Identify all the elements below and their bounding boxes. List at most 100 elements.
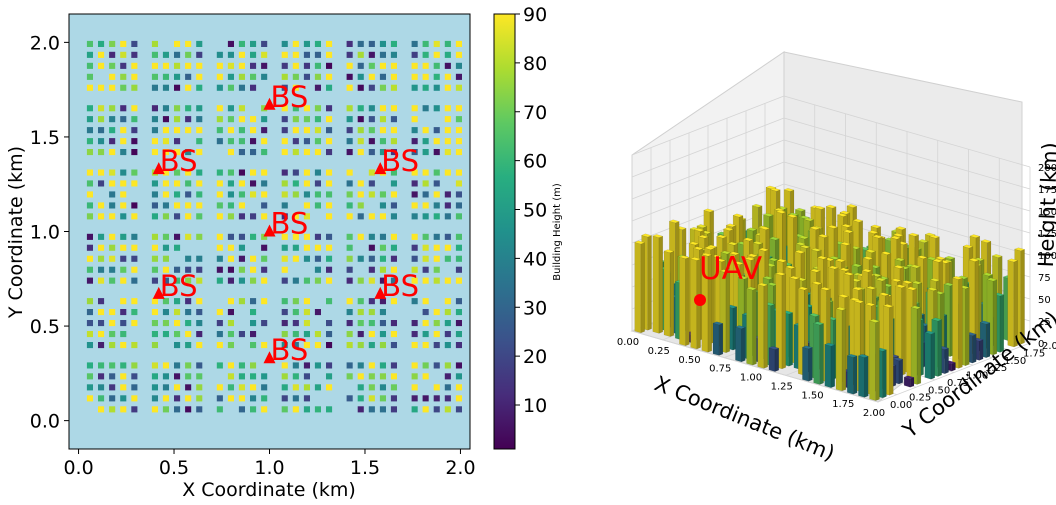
building-marker bbox=[109, 73, 116, 80]
building-marker bbox=[444, 320, 451, 327]
building-marker bbox=[326, 169, 333, 176]
building-marker bbox=[433, 384, 440, 391]
building-marker bbox=[98, 298, 105, 305]
building-marker bbox=[120, 138, 127, 145]
building-marker bbox=[174, 127, 181, 134]
building-marker bbox=[346, 73, 353, 80]
building-marker bbox=[292, 362, 299, 369]
building-marker bbox=[98, 180, 105, 187]
building-marker bbox=[86, 127, 93, 134]
building-marker bbox=[433, 331, 440, 338]
building-marker bbox=[422, 255, 429, 262]
building-marker bbox=[98, 406, 105, 413]
z3d-tick-label: 100 bbox=[1038, 251, 1056, 262]
building-marker bbox=[238, 191, 245, 198]
building-marker bbox=[238, 266, 245, 273]
building-marker bbox=[227, 320, 234, 327]
base-station-marker bbox=[152, 286, 165, 299]
building-marker bbox=[281, 266, 288, 273]
building-marker bbox=[162, 362, 169, 369]
building-marker bbox=[151, 213, 158, 220]
building-marker bbox=[390, 149, 397, 156]
building-marker bbox=[196, 406, 203, 413]
building-marker bbox=[433, 266, 440, 273]
z3d-tick-label: 0 bbox=[1038, 339, 1044, 350]
building-marker bbox=[261, 169, 268, 176]
building-marker bbox=[444, 244, 451, 251]
base-station-label: BS bbox=[381, 269, 419, 303]
building-marker bbox=[303, 51, 310, 58]
building-marker bbox=[444, 73, 451, 80]
building-marker bbox=[411, 40, 418, 47]
colorbar-tick-label: 90 bbox=[523, 4, 547, 26]
building-marker bbox=[120, 373, 127, 380]
y3d-tick-label: 1.00 bbox=[966, 371, 988, 382]
building-marker bbox=[326, 51, 333, 58]
building-marker bbox=[86, 73, 93, 80]
building-marker bbox=[411, 233, 418, 240]
building-marker bbox=[196, 73, 203, 80]
building-marker bbox=[390, 213, 397, 220]
building-marker bbox=[162, 180, 169, 187]
building-marker bbox=[422, 149, 429, 156]
building-marker bbox=[196, 373, 203, 380]
building-marker bbox=[390, 51, 397, 58]
building-marker bbox=[455, 233, 462, 240]
x3d-tick-label: 1.50 bbox=[801, 390, 823, 401]
building-marker bbox=[326, 84, 333, 91]
building-marker bbox=[151, 73, 158, 80]
colorbar-tick-label: 40 bbox=[523, 248, 547, 270]
building-marker bbox=[109, 406, 116, 413]
building-marker bbox=[250, 277, 257, 284]
building-marker bbox=[411, 149, 418, 156]
building-marker bbox=[368, 191, 375, 198]
building-marker bbox=[433, 342, 440, 349]
building-marker bbox=[379, 84, 386, 91]
base-station-label: BS bbox=[271, 333, 309, 367]
building-marker bbox=[174, 138, 181, 145]
bar-3d bbox=[979, 320, 991, 358]
bar-3d bbox=[813, 321, 825, 385]
building-marker bbox=[250, 309, 257, 316]
building-marker bbox=[368, 127, 375, 134]
building-marker bbox=[422, 62, 429, 69]
building-marker bbox=[357, 320, 364, 327]
y-axis-label: Y Coordinate (km) bbox=[5, 146, 27, 319]
building-marker bbox=[185, 73, 192, 80]
building-marker bbox=[162, 84, 169, 91]
building-marker bbox=[227, 51, 234, 58]
building-marker bbox=[227, 84, 234, 91]
building-marker bbox=[120, 320, 127, 327]
building-marker bbox=[120, 202, 127, 209]
building-marker bbox=[250, 342, 257, 349]
building-marker bbox=[185, 298, 192, 305]
building-marker bbox=[422, 213, 429, 220]
building-marker bbox=[281, 362, 288, 369]
building-marker bbox=[379, 105, 386, 112]
z3d-tick-label: 50 bbox=[1038, 295, 1051, 306]
x3d-tick-label: 1.00 bbox=[740, 373, 762, 384]
building-marker bbox=[162, 277, 169, 284]
building-marker bbox=[162, 116, 169, 123]
building-marker bbox=[131, 406, 138, 413]
building-marker bbox=[281, 40, 288, 47]
y3d-tick-label: 1.25 bbox=[985, 363, 1007, 374]
building-marker bbox=[314, 105, 321, 112]
building-marker bbox=[98, 116, 105, 123]
building-marker bbox=[120, 149, 127, 156]
building-marker bbox=[390, 127, 397, 134]
building-marker bbox=[346, 277, 353, 284]
building-marker bbox=[174, 244, 181, 251]
building-marker bbox=[292, 169, 299, 176]
building-marker bbox=[238, 395, 245, 402]
colorbar: 10 20 30 40 50 60 70 80 90 Building Height (m) bbox=[493, 4, 563, 450]
building-marker bbox=[250, 255, 257, 262]
building-marker bbox=[174, 73, 181, 80]
building-marker bbox=[131, 62, 138, 69]
building-marker bbox=[174, 309, 181, 316]
bar-3d bbox=[1007, 258, 1019, 348]
building-marker bbox=[120, 362, 127, 369]
building-marker bbox=[238, 233, 245, 240]
building-marker bbox=[151, 406, 158, 413]
building-marker bbox=[216, 105, 223, 112]
